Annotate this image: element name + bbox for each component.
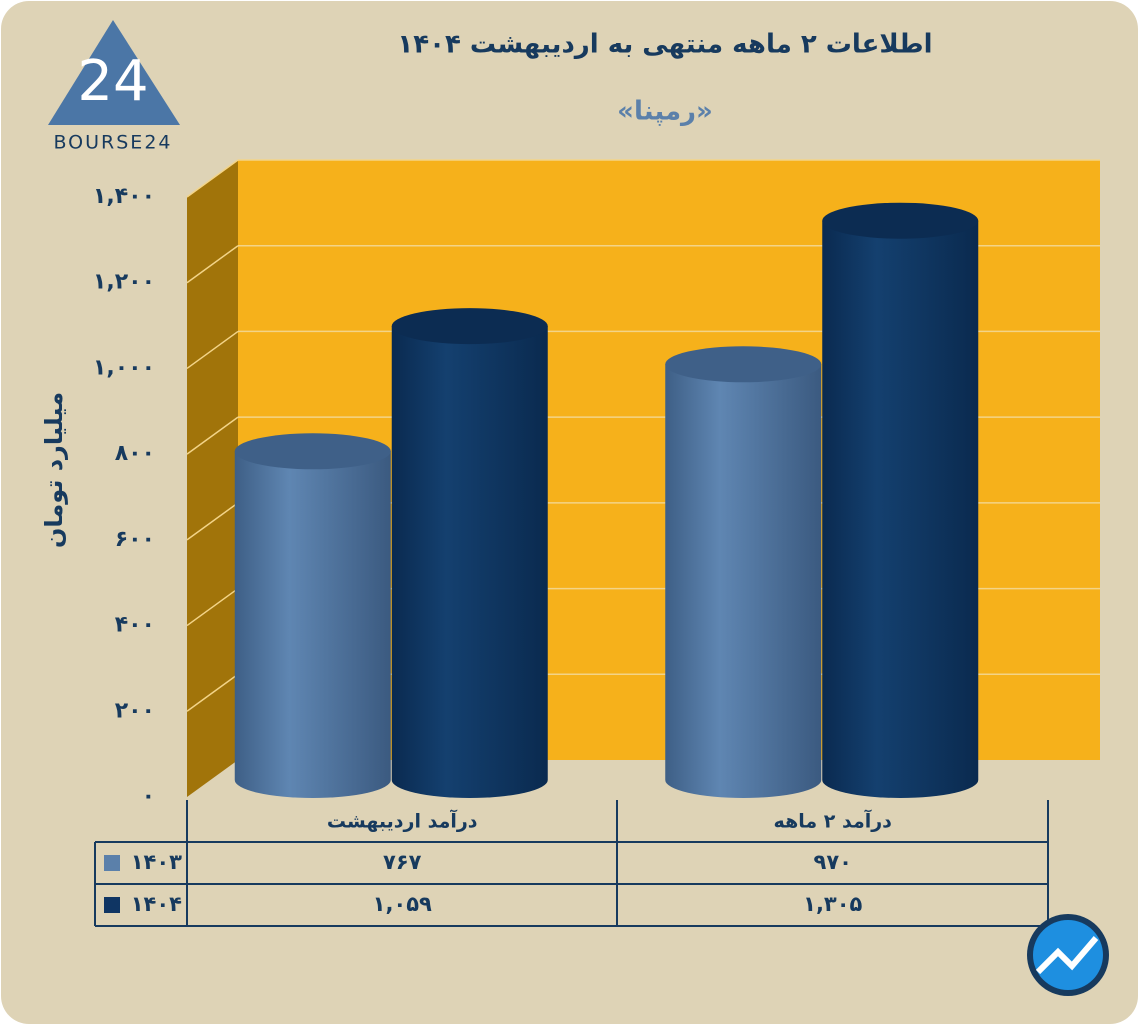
- data-table: [94, 800, 1049, 927]
- table-value: ۱,۰۵۹: [373, 892, 432, 916]
- grid-line: [186, 416, 239, 455]
- table-value: ۹۷۰: [814, 850, 852, 874]
- x-tick-label: درآمد ۲ ماهه: [774, 809, 893, 833]
- table-value: ۱,۳۰۵: [803, 892, 862, 916]
- y-tick-label: ۸۰۰: [115, 441, 155, 466]
- y-tick-label: ۶۰۰: [115, 527, 155, 552]
- legend-swatch: [104, 897, 120, 913]
- y-tick-label: ۱,۴۰۰: [93, 184, 155, 209]
- grid-line: [186, 245, 239, 284]
- grid-line: [186, 502, 239, 541]
- y-tick-label: ۲۰۰: [115, 698, 155, 723]
- site-icon: [1027, 914, 1109, 996]
- legend-swatch: [104, 855, 120, 871]
- y-tick-label: ۰: [142, 784, 155, 809]
- grid-line: [186, 330, 239, 370]
- chart-title: اطلاعات ۲ ماهه منتهی به اردیبهشت ۱۴۰۴: [397, 30, 932, 60]
- cylinder: [665, 364, 822, 798]
- side-wall: [187, 160, 238, 797]
- logo: 24 BOURSE24: [48, 20, 180, 154]
- cylinder-top: [234, 433, 391, 470]
- grid-line: [186, 159, 239, 198]
- y-tick-label: ۴۰۰: [115, 613, 155, 638]
- cylinder: [234, 451, 391, 798]
- logo-text: BOURSE24: [53, 132, 172, 154]
- grid-line: [186, 673, 239, 712]
- cylinder-top: [391, 308, 548, 345]
- legend-label: ۱۴۰۳: [131, 850, 182, 874]
- y-tick-label: ۱,۰۰۰: [93, 355, 155, 380]
- y-axis-label: میلیارد تومان: [40, 392, 68, 548]
- x-tick-label: درآمد اردیبهشت: [327, 809, 478, 833]
- grid-line: [186, 587, 239, 627]
- table-value: ۷۶۷: [383, 850, 422, 874]
- cylinder-top: [665, 346, 822, 383]
- legend-label: ۱۴۰۴: [131, 892, 182, 916]
- chart-subtitle: «رمپنا»: [617, 97, 713, 127]
- cylinder-top: [822, 202, 979, 239]
- y-tick-label: ۱,۲۰۰: [93, 270, 155, 295]
- cylinder: [822, 220, 979, 798]
- cylinder: [391, 326, 548, 798]
- svg-text:24: 24: [77, 49, 148, 114]
